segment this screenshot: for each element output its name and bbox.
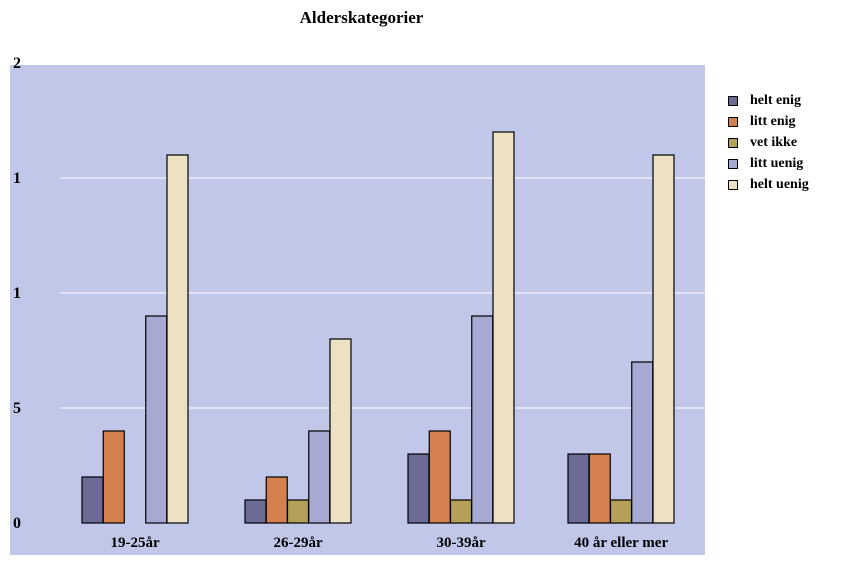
bar-vet-ikke-1 xyxy=(286,499,310,524)
y-axis-ticks: 0 5 1 1 2 xyxy=(13,55,21,532)
bar-helt-enig-2 xyxy=(407,453,430,524)
bar-helt-enig-1 xyxy=(244,499,267,524)
bar-helt-uenig-3 xyxy=(652,154,675,524)
y-tick-label: 1 xyxy=(13,170,21,187)
bar-litt-uenig-0 xyxy=(145,315,168,524)
legend-item: helt enig xyxy=(728,90,809,111)
legend-swatch xyxy=(728,116,738,127)
bar-litt-enig-0 xyxy=(102,430,125,524)
x-tick-label: 30-39år xyxy=(437,535,486,551)
x-axis-ticks: 19-25år 26-29år 30-39år 40 år eller mer xyxy=(111,535,669,551)
legend-item: litt enig xyxy=(728,111,809,132)
legend-label: helt enig xyxy=(750,93,801,108)
chart-title: Alderskategorier xyxy=(299,8,424,27)
bars xyxy=(81,131,675,524)
legend-swatch xyxy=(728,95,738,106)
bar-litt-enig-1 xyxy=(265,476,288,524)
bar-helt-enig-3 xyxy=(567,453,590,524)
legend-swatch xyxy=(728,179,738,190)
bar-litt-uenig-1 xyxy=(308,430,331,524)
legend-item: vet ikke xyxy=(728,132,809,153)
bar-vet-ikke-3 xyxy=(609,499,633,524)
bar-litt-enig-2 xyxy=(428,430,451,524)
bar-helt-uenig-0 xyxy=(166,154,189,524)
legend-item: helt uenig xyxy=(728,174,809,195)
y-tick-label: 1 xyxy=(13,285,21,302)
bar-vet-ikke-2 xyxy=(449,499,473,524)
legend-item: litt uenig xyxy=(728,153,809,174)
bar-litt-uenig-2 xyxy=(471,315,494,524)
y-tick-label: 2 xyxy=(13,55,21,72)
legend-label: vet ikke xyxy=(750,135,798,150)
legend: helt enig litt enig vet ikke litt uenig helt… xyxy=(728,90,809,195)
bar-helt-uenig-2 xyxy=(492,131,515,524)
bar-litt-uenig-3 xyxy=(631,361,654,524)
legend-label: litt enig xyxy=(750,114,796,129)
bar-helt-uenig-1 xyxy=(329,338,352,524)
x-tick-label: 19-25år xyxy=(111,535,160,551)
legend-label: helt uenig xyxy=(750,177,809,192)
bar-litt-enig-3 xyxy=(588,453,611,524)
legend-swatch xyxy=(728,158,738,169)
legend-label: litt uenig xyxy=(750,156,804,171)
y-tick-label: 5 xyxy=(13,400,21,417)
y-tick-label: 0 xyxy=(13,515,21,532)
x-tick-label: 26-29år xyxy=(274,535,323,551)
bar-helt-enig-0 xyxy=(81,476,104,524)
x-tick-label: 40 år eller mer xyxy=(574,535,668,551)
legend-swatch xyxy=(728,137,738,148)
